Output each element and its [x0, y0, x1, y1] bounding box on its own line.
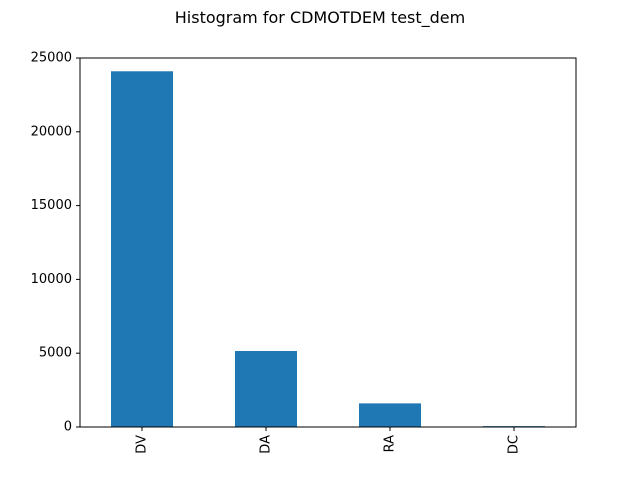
- y-tick-label: 5000: [39, 346, 72, 361]
- x-tick-label: DC: [507, 435, 522, 454]
- plot-frame: [79, 57, 577, 428]
- y-tick-label: 15000: [31, 198, 72, 213]
- y-tick-label: 20000: [31, 124, 72, 139]
- bar-dv: [111, 71, 173, 427]
- x-tick-label: DA: [259, 435, 274, 454]
- x-tick-label: DV: [135, 435, 150, 454]
- x-tick-label: RA: [383, 435, 398, 453]
- bars-layer: [111, 71, 545, 427]
- y-tick-label: 10000: [31, 272, 72, 287]
- y-axis: 0 5000 10000 15000 20000 25000: [31, 51, 80, 435]
- bar-ra: [359, 403, 421, 427]
- y-tick-label: 0: [64, 420, 72, 435]
- bar-da: [235, 350, 297, 427]
- x-axis: DV DA RA DC: [135, 427, 522, 454]
- chart-title: Histogram for CDMOTDEM test_dem: [174, 8, 466, 27]
- y-tick-label: 25000: [31, 51, 72, 66]
